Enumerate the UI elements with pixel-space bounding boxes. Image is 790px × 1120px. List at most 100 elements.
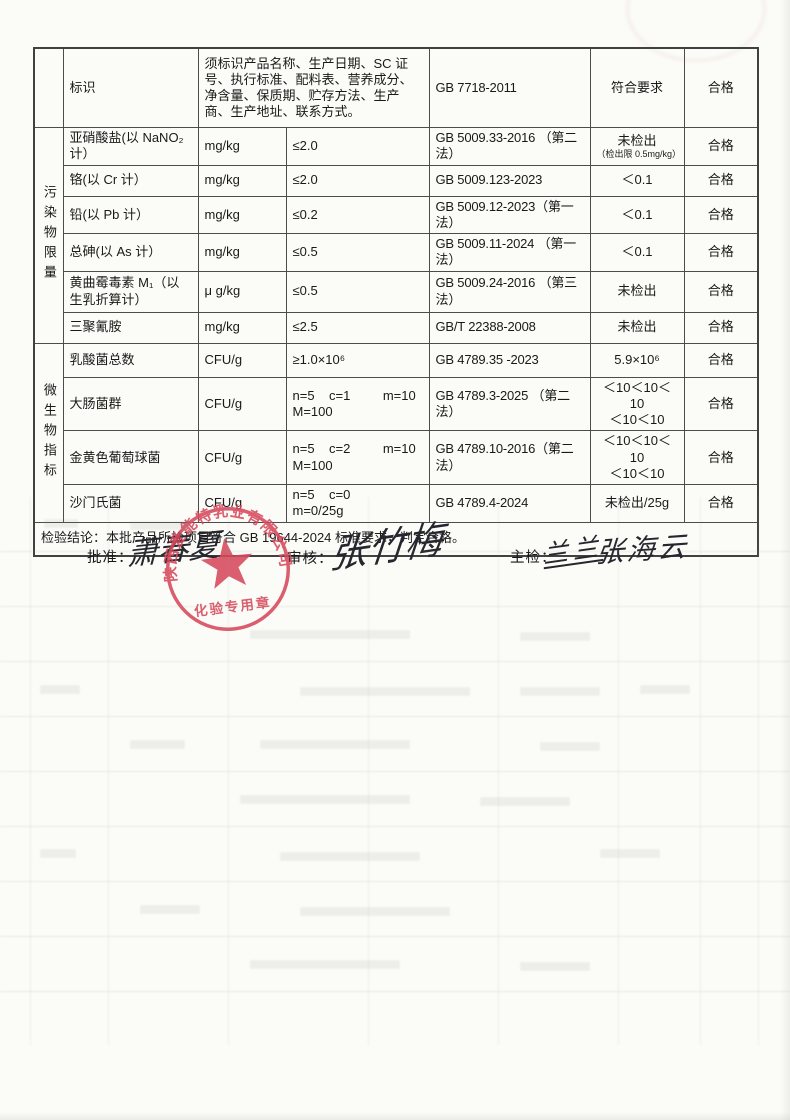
seal-caption: 化验专用章	[193, 594, 272, 619]
limit: ≤0.2	[285, 195, 430, 234]
item-name: 总砷(以 As 计）	[62, 233, 199, 272]
ghost-line	[498, 497, 499, 1045]
verdict: 合格	[683, 376, 759, 432]
unit: mg/kg	[197, 311, 287, 344]
bleed-smudge	[250, 960, 400, 969]
bleed-smudge	[260, 740, 410, 749]
test-result: 5.9×10⁶	[589, 342, 685, 378]
table-row-lead: 铅(以 Pb 计） mg/kg ≤0.2 GB 5009.12-2023（第一法…	[34, 195, 759, 234]
approve-label: 批准：	[87, 550, 134, 566]
verdict: 合格	[683, 233, 759, 272]
verdict: 合格	[683, 484, 759, 523]
unit: CFU/g	[197, 430, 287, 485]
bleed-smudge	[520, 962, 590, 971]
approve-signature: 萧春夏	[126, 527, 221, 573]
table-row-nitrite: 污染物限量 亚硝酸盐(以 NaNO₂ 计） mg/kg ≤2.0 GB 5009…	[33, 127, 759, 344]
bleed-smudge	[600, 849, 660, 858]
bleed-smudge	[540, 742, 600, 751]
table-row-staphylococcus: 金黄色葡萄球菌 CFU/g n=5 c=2 m=10 M=100 GB 4789…	[34, 430, 759, 485]
limit: ≤2.5	[285, 311, 430, 344]
scan-edge-shade-right	[780, 0, 790, 1120]
test-result: ＜0.1	[589, 164, 685, 197]
table-row-chromium: 铬(以 Cr 计） mg/kg ≤2.0 GB 5009.123-2023 ＜0…	[34, 164, 759, 197]
limit: ≤0.5	[285, 233, 430, 272]
unit: mg/kg	[197, 164, 287, 197]
verdict: 合格	[683, 270, 759, 313]
limit: ≤2.0	[285, 164, 430, 197]
method-standard: GB 5009.12-2023（第一法）	[428, 195, 591, 234]
item-name: 大肠菌群	[62, 376, 199, 432]
section-cell-empty	[33, 47, 64, 128]
table-row-melamine: 三聚氰胺 mg/kg ≤2.5 GB/T 22388-2008 未检出 合格	[34, 311, 759, 344]
scan-edge-shade-bottom	[0, 1112, 790, 1120]
table-row-label: 标识 须标识产品名称、生产日期、SC 证号、执行标准、配料表、营养成分、净含量、…	[33, 47, 759, 128]
bleed-smudge	[250, 630, 410, 639]
item-name: 沙门氏菌	[62, 484, 199, 523]
ghost-line	[108, 497, 109, 1045]
bleed-smudge	[520, 632, 590, 641]
method-standard: GB 7718-2011	[428, 47, 591, 128]
ghost-line	[228, 497, 229, 1045]
section-label-microbio: 微生物指标	[33, 342, 64, 523]
label-requirement: 须标识产品名称、生产日期、SC 证号、执行标准、配料表、营养成分、净含量、保质期…	[197, 47, 430, 128]
review-label: 审核：	[287, 551, 334, 567]
table-row-aflatoxin: 黄曲霉毒素 M₁（以生乳折算计） μ g/kg ≤0.5 GB 5009.24-…	[34, 270, 759, 313]
table-row-coliform: 大肠菌群 CFU/g n=5 c=1 m=10 M=100 GB 4789.3-…	[34, 376, 759, 432]
ghost-line	[758, 497, 759, 1045]
unit: μ g/kg	[197, 270, 287, 313]
bleed-smudge	[240, 795, 410, 804]
chief-inspector-label: 主检：	[510, 550, 557, 566]
bleed-smudge	[40, 849, 76, 858]
verdict: 合格	[683, 47, 759, 128]
bleed-through-ghost-table	[0, 497, 790, 1045]
unit: mg/kg	[197, 233, 287, 272]
item-name: 铅(以 Pb 计）	[62, 195, 199, 234]
method-standard: GB/T 22388-2008	[428, 311, 591, 344]
bleed-smudge	[300, 687, 470, 696]
ghost-line	[618, 497, 619, 1045]
method-standard: GB 4789.10-2016（第二法）	[428, 430, 591, 485]
unit: mg/kg	[197, 127, 287, 166]
bleed-smudge	[130, 740, 185, 749]
verdict: 合格	[683, 127, 759, 166]
ghost-line	[700, 497, 701, 1045]
test-result: 未检出/25g	[589, 484, 685, 523]
unit: CFU/g	[197, 376, 287, 432]
result-note: （检出限 0.5mg/kg）	[596, 148, 682, 159]
test-result: ＜10＜10＜10 ＜10＜10	[589, 376, 685, 432]
test-result: 符合要求	[589, 47, 685, 128]
table-row-arsenic: 总砷(以 As 计） mg/kg ≤0.5 GB 5009.11-2024 （第…	[34, 233, 759, 272]
limit: n=5 c=1 m=10 M=100	[285, 376, 430, 432]
bleed-smudge	[520, 687, 600, 696]
method-standard: GB 5009.11-2024 （第一法）	[428, 233, 591, 272]
unit: mg/kg	[197, 195, 287, 234]
verdict: 合格	[683, 311, 759, 344]
item-name: 黄曲霉毒素 M₁（以生乳折算计）	[62, 270, 199, 313]
result-value: 未检出	[617, 132, 657, 148]
test-result: ＜0.1	[589, 233, 685, 272]
limit: ≥1.0×10⁶	[285, 342, 430, 378]
method-standard: GB 4789.4-2024	[428, 484, 591, 523]
table-row-lactic-acid-bacteria: 微生物指标 乳酸菌总数 CFU/g ≥1.0×10⁶ GB 4789.35 -2…	[33, 342, 759, 523]
limit: n=5 c=0 m=0/25g	[285, 484, 430, 523]
method-standard: GB 5009.24-2016 （第三法）	[428, 270, 591, 313]
bleed-smudge	[480, 797, 570, 806]
test-result: ＜0.1	[589, 195, 685, 234]
item-name: 金黄色葡萄球菌	[62, 430, 199, 485]
ghost-line	[30, 497, 31, 1045]
test-result: 未检出 （检出限 0.5mg/kg）	[589, 127, 685, 166]
item-name: 标识	[62, 47, 199, 128]
bleed-smudge	[40, 685, 80, 694]
method-standard: GB 5009.33-2016 （第二法）	[428, 127, 591, 166]
ghost-line	[368, 497, 369, 1045]
limit: ≤0.5	[285, 270, 430, 313]
test-result: ＜10＜10＜10 ＜10＜10	[589, 430, 685, 485]
verdict: 合格	[683, 430, 759, 485]
test-result: 未检出	[589, 270, 685, 313]
unit: CFU/g	[197, 484, 287, 523]
section-label-contaminants: 污染物限量	[33, 127, 64, 344]
unit: CFU/g	[197, 342, 287, 378]
verdict: 合格	[683, 164, 759, 197]
item-name: 三聚氰胺	[62, 311, 199, 344]
